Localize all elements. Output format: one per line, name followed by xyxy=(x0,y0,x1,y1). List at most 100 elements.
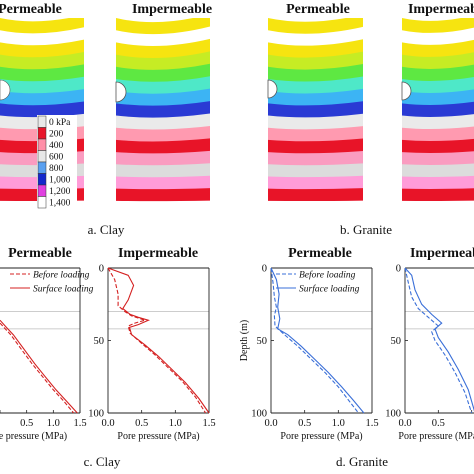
y-tick-label: 50 xyxy=(391,336,402,347)
contour-band xyxy=(0,76,84,96)
contour-band xyxy=(268,138,363,156)
contour-band xyxy=(402,151,474,167)
x-tick-label: 0.5 xyxy=(298,418,311,429)
caption-d: d. Granite xyxy=(336,454,388,469)
caption-a: a. Clay xyxy=(88,222,125,237)
contour-band xyxy=(402,138,474,155)
y-tick-label: 0 xyxy=(99,264,104,275)
x-tick-label: 0.5 xyxy=(432,418,445,429)
contour-band xyxy=(402,27,474,47)
contour-legend-label: 200 xyxy=(49,130,64,140)
contour-band xyxy=(268,188,363,204)
x-tick-label: 0.5 xyxy=(135,418,148,429)
contour-legend-swatch xyxy=(37,196,47,209)
contour-band xyxy=(402,89,474,107)
y-tick-label: 0 xyxy=(262,264,267,275)
series-surface-loading xyxy=(0,319,78,414)
contour-band xyxy=(0,89,84,108)
contour-band xyxy=(402,39,474,59)
x-tick-label: 1.5 xyxy=(73,418,86,429)
contour-band xyxy=(268,113,363,132)
chart-title: Permeable xyxy=(288,246,352,261)
x-tick-label: 1.0 xyxy=(47,418,60,429)
contour-band xyxy=(268,101,363,120)
contour-band xyxy=(0,51,84,72)
contour-band xyxy=(268,76,363,96)
line-chart-4: Impermeable 0.0 0.5 0 50 100 Pore pressure (MP… xyxy=(385,246,474,442)
contour-band xyxy=(402,175,474,192)
title-a-permeable: Permeable xyxy=(0,2,62,17)
line-chart-1: Permeable 0.5 1.0 1.5 Pore pressure (MPa) Bef… xyxy=(0,246,94,442)
chart-title: Impermeable xyxy=(118,246,198,261)
contour-band xyxy=(402,126,474,143)
series-surface-loading xyxy=(107,267,210,414)
tunnel-opening-b xyxy=(267,79,278,99)
contour-legend-swatch xyxy=(37,115,47,128)
contour-band xyxy=(402,64,474,83)
series-before-loading xyxy=(270,267,359,414)
contour-legend-swatch xyxy=(37,138,47,151)
y-tick-label: 0 xyxy=(396,264,401,275)
contour-legend-label: 600 xyxy=(49,153,64,163)
contour-band xyxy=(0,27,84,48)
x-tick-label: 1.0 xyxy=(332,418,345,429)
x-tick-label: 0.0 xyxy=(101,418,114,429)
contour-legend-swatch xyxy=(37,150,47,163)
x-axis-label: Pore pressure (MPa) xyxy=(117,431,199,442)
contour-band xyxy=(0,64,84,84)
contour-band xyxy=(116,125,210,144)
caption-b: b. Granite xyxy=(340,222,392,237)
line-chart-3: Permeable 0.0 0.5 1.0 1.5 0 50 100 Pore pressure… xyxy=(239,246,379,442)
series-before-loading xyxy=(0,322,75,414)
series-surface-loading xyxy=(404,267,474,412)
x-tick-label: 1.5 xyxy=(202,418,215,429)
contour-legend-label: 1,200 xyxy=(49,187,71,197)
contour-legend-swatch xyxy=(37,173,47,186)
contour-panel-clay-impermeable xyxy=(116,18,210,213)
contour-band xyxy=(116,138,210,156)
contour-band xyxy=(268,39,363,60)
contour-band xyxy=(268,26,363,48)
contour-band xyxy=(402,77,474,95)
title-b-permeable: Permeable xyxy=(286,2,350,17)
contour-band xyxy=(116,51,210,72)
contour-band xyxy=(268,150,363,168)
y-tick-label: 50 xyxy=(257,336,268,347)
contour-band xyxy=(268,51,363,72)
contour-band xyxy=(402,101,474,119)
chart-title: Impermeable xyxy=(410,246,474,261)
y-tick-label: 100 xyxy=(88,409,104,420)
contour-legend-label: 800 xyxy=(49,164,64,174)
caption-c: c. Clay xyxy=(84,454,121,469)
x-tick-label: 1.0 xyxy=(169,418,182,429)
contour-legend-label: 400 xyxy=(49,141,64,151)
legend-label: Surface loading xyxy=(33,284,94,295)
contour-band xyxy=(0,39,84,60)
legend-label: Before loading xyxy=(299,270,356,281)
contour-band xyxy=(402,200,474,213)
contour-band xyxy=(116,163,210,180)
x-tick-label: 0.5 xyxy=(20,418,33,429)
x-axis-label: Pore pressure (MPa) xyxy=(0,431,67,442)
y-tick-label: 100 xyxy=(251,409,267,420)
contour-band xyxy=(116,63,210,84)
series-legend: Before loading Surface loading xyxy=(10,270,94,295)
contour-legend-swatch xyxy=(37,184,47,197)
contour-band xyxy=(116,175,210,192)
contour-legend-label: 1,000 xyxy=(49,176,71,186)
contour-panel-granite-permeable xyxy=(268,18,363,213)
x-axis-label: Pore pressure (MPa) xyxy=(280,431,362,442)
contour-band xyxy=(268,126,363,144)
y-axis-label: Depth (m) xyxy=(239,320,250,361)
contour-band xyxy=(0,18,84,36)
contour-band xyxy=(402,163,474,180)
contour-band xyxy=(116,200,210,213)
contour-band xyxy=(268,175,363,192)
chart-title: Permeable xyxy=(8,246,72,261)
contour-panel-granite-impermeable xyxy=(402,18,474,213)
tunnel-opening-d xyxy=(0,79,11,101)
contour-band xyxy=(402,18,474,35)
line-chart-2: Impermeable 0.0 0.5 1.0 1.5 0 50 100 Pore pressu… xyxy=(88,246,215,442)
